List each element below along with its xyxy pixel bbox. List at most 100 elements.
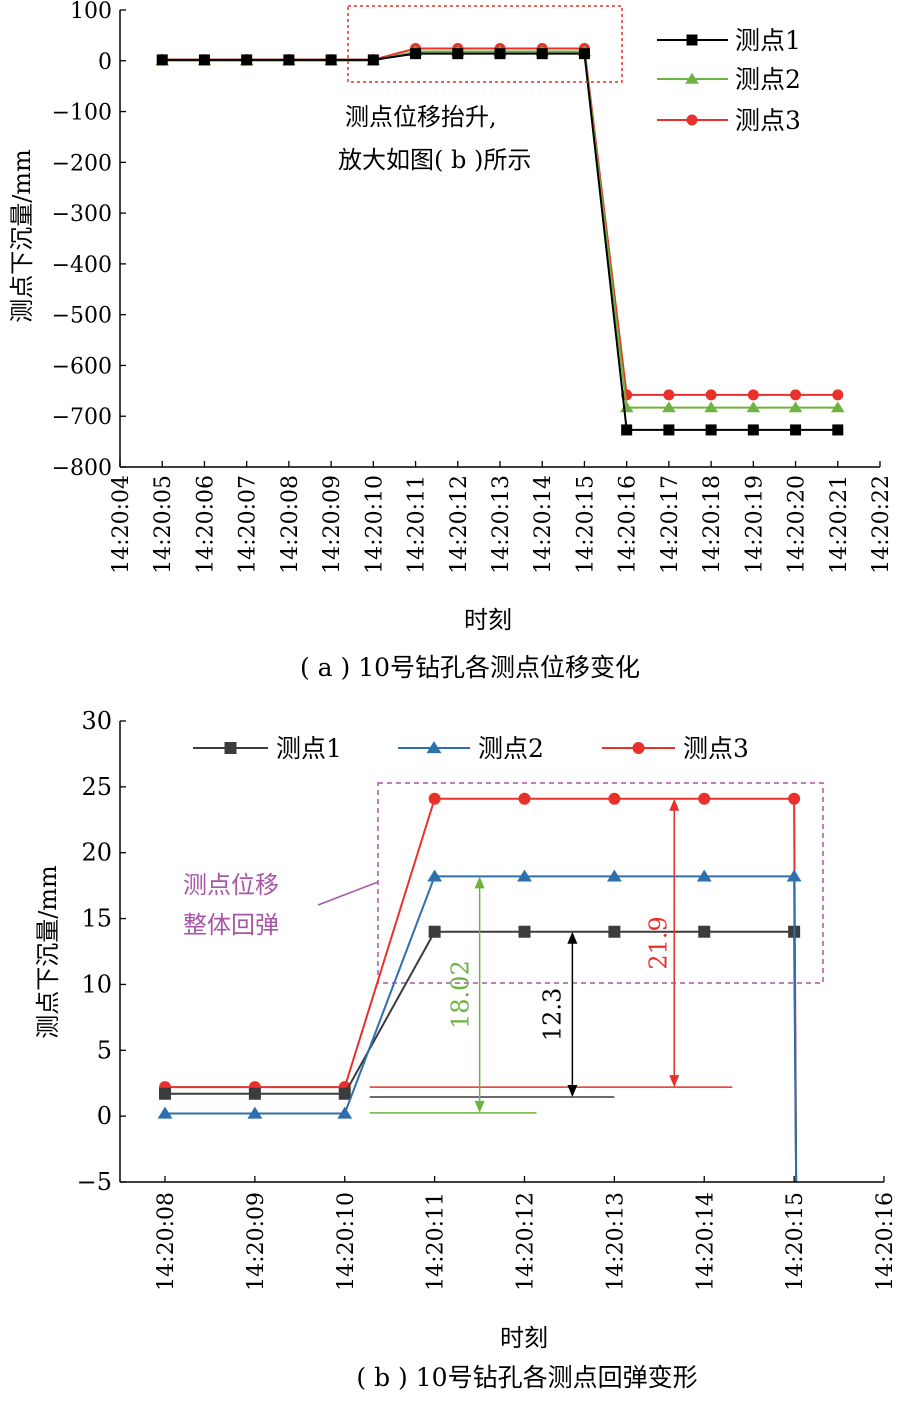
chart-a-data-point: [283, 54, 295, 66]
chart-b-legend: 测点1 测点2 测点3: [193, 734, 749, 763]
chart-a-x-tick-label: 14:20:05: [151, 475, 176, 574]
chart-b-data-point: [696, 869, 712, 882]
chart-a-data-point: [325, 54, 337, 66]
chart-a-data-point: [494, 48, 506, 60]
chart-a-y-tick-label: −800: [52, 456, 112, 481]
chart-b-x-axis-label: 时刻: [500, 1324, 548, 1352]
chart-a-data-point: [788, 401, 803, 413]
chart-a-data-point: [790, 424, 802, 436]
chart-b-dimension-arrowhead-bottom: [474, 1100, 485, 1113]
chart-a-x-tick-label: 14:20:10: [362, 475, 387, 574]
chart-b-y-tick-label: 20: [81, 839, 112, 867]
chart-b-highlight-box: [377, 782, 824, 984]
chart-a-data-point: [536, 48, 548, 60]
chart-a-data-point: [663, 389, 675, 401]
chart-b-y-tick-label: 15: [81, 905, 112, 933]
chart-a-data-point: [452, 48, 464, 60]
chart-b-dimension-arrowhead-bottom: [669, 1075, 680, 1088]
chart-a-y-tick-label: −600: [52, 354, 112, 379]
chart-b-y-tick-label: 0: [97, 1102, 112, 1130]
chart-b-series-line: [165, 797, 798, 1183]
chart-a-legend-marker: [685, 72, 699, 84]
chart-a-x-tick-label: 14:20:22: [869, 475, 894, 574]
chart-a-legend-label: 测点1: [735, 26, 801, 55]
chart-a: 14:20:04 14:20:05 14:20:06 14:20:07 14:20:08…: [8, 0, 894, 682]
chart-b-data-point: [338, 1087, 351, 1100]
chart-a-caption: ( a ) 10号钻孔各测点位移变化: [300, 653, 640, 682]
chart-b-data-point: [428, 792, 441, 805]
chart-a-y-tick-label: −200: [52, 151, 112, 176]
chart-b-data-point: [248, 1087, 261, 1100]
chart-a-y-tick-label: −500: [52, 304, 112, 329]
chart-a-annotation-line1: 测点位移抬升,: [345, 103, 497, 131]
chart-a-data-point: [747, 389, 759, 401]
chart-b-x-tick-label: 14:20:16: [873, 1192, 897, 1291]
chart-a-legend-marker: [686, 114, 698, 126]
chart-b-annotation-line1: 测点位移: [183, 871, 279, 899]
chart-b-dimension-label: 18.02: [447, 960, 475, 1029]
chart-a-y-axis-label: 测点下沉量/mm: [8, 149, 36, 323]
chart-b-data-point: [337, 1106, 353, 1119]
chart-b-x-tick-label: 14:20:13: [603, 1192, 628, 1291]
chart-a-annotation-line2: 放大如图( b )所示: [338, 146, 531, 174]
chart-b-y-tick-label: −5: [77, 1168, 112, 1196]
chart-b-dimension-arrows: 18.02 12.3 21.9: [447, 798, 680, 1113]
chart-b-y-tick-label: 10: [81, 970, 112, 998]
chart-a-x-tick-label: 14:20:11: [405, 475, 430, 574]
chart-b-legend-marker: [632, 742, 645, 754]
chart-b-dimension-arrowhead-top: [669, 798, 680, 811]
chart-b-data-point: [608, 925, 621, 938]
chart-a-y-tick-label: 0: [98, 50, 112, 75]
chart-a-data-point: [832, 389, 844, 401]
chart-a-legend-marker: [686, 34, 698, 46]
chart-a-y-tick-label: −700: [52, 405, 112, 430]
chart-b: 14:20:08 14:20:09 14:20:10 14:20:11 14:20:12…: [34, 707, 897, 1392]
chart-a-data-point: [241, 54, 253, 66]
chart-a-y-tick-label: 100: [70, 0, 112, 24]
chart-b-data-point: [606, 869, 622, 882]
chart-b-data-point: [698, 925, 711, 938]
chart-b-data-point: [518, 925, 531, 938]
chart-b-x-tick-label: 14:20:11: [424, 1192, 449, 1291]
chart-b-x-tick-label: 14:20:12: [514, 1192, 539, 1291]
chart-b-dimension-arrowhead-top: [474, 876, 485, 889]
chart-b-data-point: [698, 792, 711, 805]
chart-b-y-tick-label: 25: [81, 773, 112, 801]
chart-a-data-point: [747, 424, 759, 436]
chart-b-y-tick-label: 30: [81, 707, 112, 735]
chart-a-highlight-box: [347, 5, 623, 83]
chart-a-data-point: [790, 389, 802, 401]
chart-b-legend-marker: [224, 742, 237, 754]
chart-b-y-axis-label: 测点下沉量/mm: [34, 865, 62, 1039]
chart-a-data-point: [705, 424, 717, 436]
chart-a-x-tick-label: 14:20:15: [573, 475, 598, 574]
chart-a-x-tick-label: 14:20:13: [489, 475, 514, 574]
chart-a-legend-label: 测点2: [735, 65, 801, 94]
chart-b-x-tick-label: 14:20:10: [334, 1192, 359, 1291]
chart-a-data-point: [662, 401, 676, 413]
chart-a-x-ticks: 14:20:04 14:20:05 14:20:06 14:20:07 14:20:08…: [109, 461, 894, 574]
chart-b-series-line: [165, 930, 798, 1183]
chart-b-data-point: [157, 1106, 173, 1119]
chart-a-y-tick-label: −400: [52, 253, 112, 278]
chart-b-data-point: [159, 1087, 171, 1100]
chart-a-y-tick-label: −100: [52, 101, 112, 126]
chart-b-x-tick-label: 14:20:14: [693, 1192, 718, 1291]
chart-b-y-ticks: 30 25 20 15 10 5 0 −5: [77, 707, 126, 1196]
chart-a-legend: 测点1 测点2 测点3: [657, 26, 801, 135]
chart-a-x-tick-label: 14:20:06: [193, 475, 218, 574]
chart-b-annotation-line2: 整体回弹: [183, 911, 279, 939]
chart-b-data-point: [427, 869, 443, 882]
chart-b-dimension-label: 12.3: [538, 988, 566, 1041]
chart-b-dimension-label: 21.9: [644, 916, 672, 969]
chart-b-data-point: [428, 925, 441, 938]
chart-a-x-tick-label: 14:20:19: [742, 475, 767, 574]
chart-b-y-tick-label: 5: [97, 1036, 112, 1064]
chart-a-x-tick-label: 14:20:12: [447, 475, 472, 574]
chart-a-data-point: [705, 389, 717, 401]
chart-a-series-line: [162, 50, 838, 409]
chart-a-data-point: [578, 48, 590, 60]
chart-a-x-tick-label: 14:20:07: [236, 475, 261, 574]
chart-a-data-point: [156, 54, 168, 66]
